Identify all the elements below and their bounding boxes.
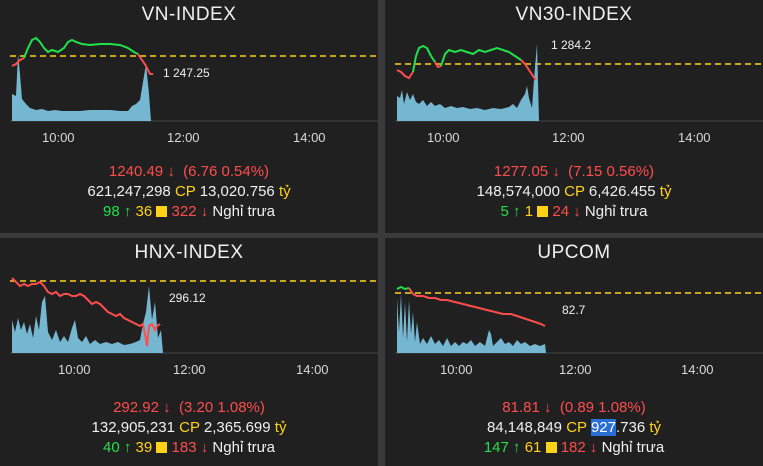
unit-label: tỷ [274, 419, 287, 436]
decliners-count: 183 [171, 439, 197, 456]
up-arrow-icon: ↑ [123, 203, 132, 220]
advancers-count: 5 [500, 203, 509, 220]
tick-label: 14:00 [678, 130, 711, 145]
trade-value: 2,365.699 [203, 419, 271, 436]
up-arrow-icon: ↑ [513, 439, 521, 456]
up-arrow-icon: ↑ [123, 439, 132, 456]
market-status: Nghỉ trưa [601, 439, 665, 456]
tick-label: 14:00 [681, 362, 714, 377]
index-stats: 1240.49 ↓ (6.76 0.54%) 621,247,298 CP 13… [0, 162, 378, 222]
tick-label: 10:00 [58, 362, 91, 377]
cp-label: CP [566, 419, 587, 436]
panel-vn-index: VN-INDEX 1 247.25 10:00 12:00 14:00 1240… [0, 0, 378, 233]
square-icon [156, 206, 168, 217]
market-status: Nghỉ trưa [584, 203, 648, 220]
advancers-count: 147 [483, 439, 509, 456]
panel-vn30-index: VN30-INDEX 1 284.2 10:00 12:00 14:00 127… [385, 0, 763, 233]
down-arrow-icon: ↓ [552, 163, 560, 180]
panel-upcom: UPCOM 82.7 10:00 12:00 14:00 81.81 ↓ (0.… [385, 238, 763, 466]
intraday-chart: 1 247.25 10:00 12:00 14:00 [10, 36, 378, 145]
decliners-count: 182 [560, 439, 586, 456]
cp-label: CP [179, 419, 200, 436]
square-icon [537, 206, 549, 217]
square-icon [545, 442, 557, 453]
trade-value: 6,426.455 [588, 183, 656, 200]
down-arrow-icon: ↓ [200, 439, 209, 456]
unchanged-count: 39 [135, 439, 153, 456]
trade-value: 927.736 [590, 419, 646, 436]
advancers-count: 98 [102, 203, 120, 220]
selected-text[interactable]: 927 [590, 419, 616, 436]
down-arrow-icon: ↓ [589, 439, 598, 456]
tick-label: 10:00 [42, 130, 75, 145]
unchanged-count: 61 [524, 439, 542, 456]
tick-label: 14:00 [296, 362, 329, 377]
panel-hnx-index: HNX-INDEX 296.12 10:00 12:00 14:00 292.9… [0, 238, 378, 466]
index-stats: 292.92 ↓ (3.20 1.08%) 132,905,231 CP 2,3… [0, 398, 378, 458]
tick-label: 12:00 [167, 130, 200, 145]
tick-label: 12:00 [173, 362, 206, 377]
index-change: (0.89 1.08%) [559, 399, 646, 416]
unit-label: tỷ [278, 183, 291, 200]
panel-title: HNX-INDEX [134, 242, 244, 263]
market-status: Nghỉ trưa [212, 203, 275, 220]
unit-label: tỷ [649, 419, 662, 436]
index-stats: 81.81 ↓ (0.89 1.08%) 84,148,849 CP 927.7… [385, 398, 763, 458]
down-arrow-icon: ↓ [573, 203, 581, 220]
tick-label: 10:00 [440, 362, 473, 377]
volume-area [397, 44, 539, 121]
panel-title: UPCOM [537, 242, 611, 263]
last-value-label: 1 247.25 [163, 66, 210, 80]
trade-volume: 148,574,000 [476, 183, 560, 200]
index-value: 292.92 [113, 399, 159, 416]
index-value: 1277.05 [493, 163, 549, 180]
down-arrow-icon: ↓ [163, 399, 171, 416]
index-change: (3.20 1.08%) [179, 399, 265, 416]
index-change: (6.76 0.54%) [183, 163, 270, 180]
index-value: 81.81 [502, 399, 540, 416]
volume-area [397, 294, 546, 353]
intraday-chart: 296.12 10:00 12:00 14:00 [10, 277, 378, 377]
tick-label: 12:00 [552, 130, 585, 145]
decliners-count: 322 [171, 203, 197, 220]
index-line-down [11, 57, 25, 67]
volume-area [12, 286, 163, 353]
panel-title: VN30-INDEX [515, 4, 633, 25]
down-arrow-icon: ↓ [167, 163, 175, 180]
cp-label: CP [564, 183, 585, 200]
cp-label: CP [174, 183, 196, 200]
down-arrow-icon: ↓ [543, 399, 552, 416]
last-value-label: 82.7 [562, 303, 586, 317]
unchanged-count: 1 [524, 203, 534, 220]
panel-title: VN-INDEX [141, 4, 237, 25]
tick-label: 10:00 [427, 130, 460, 145]
square-icon [156, 442, 168, 453]
up-arrow-icon: ↑ [513, 203, 521, 220]
tick-label: 14:00 [293, 130, 326, 145]
index-change: (7.15 0.56%) [568, 163, 655, 180]
advancers-count: 40 [102, 439, 120, 456]
down-arrow-icon: ↓ [200, 203, 209, 220]
trade-volume: 84,148,849 [486, 419, 563, 436]
trade-volume: 132,905,231 [91, 419, 175, 436]
index-value: 1240.49 [108, 163, 164, 180]
volume-area [12, 54, 151, 121]
index-line-up [23, 36, 139, 59]
intraday-chart: 1 284.2 10:00 12:00 14:00 [395, 38, 763, 145]
intraday-chart: 82.7 10:00 12:00 14:00 [395, 285, 763, 377]
decliners-count: 24 [552, 203, 570, 220]
tick-label: 12:00 [559, 362, 592, 377]
last-value-label: 296.12 [169, 291, 206, 305]
last-value-label: 1 284.2 [551, 38, 591, 52]
unit-label: tỷ [659, 183, 672, 200]
market-status: Nghỉ trưa [212, 439, 275, 456]
trade-value: 13,020.756 [199, 183, 275, 200]
trade-volume: 621,247,298 [87, 183, 171, 200]
index-stats: 1277.05 ↓ (7.15 0.56%) 148,574,000 CP 6,… [385, 162, 763, 222]
unchanged-count: 36 [135, 203, 153, 220]
